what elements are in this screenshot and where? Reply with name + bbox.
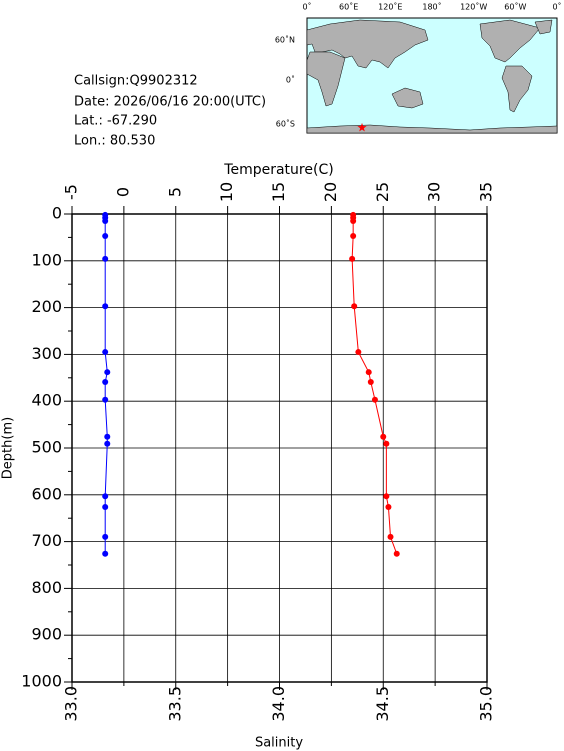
y-tick-label: 400: [31, 391, 62, 410]
y-tick-label: 0: [52, 204, 62, 223]
profile-point: [102, 533, 109, 540]
profile-point: [367, 379, 374, 386]
info-block: Callsign:Q9902312 Date: 2026/06/16 20:00…: [74, 74, 266, 149]
y-tick-label: 500: [31, 438, 62, 457]
y-tick-label: 1000: [21, 672, 62, 691]
map-lon-label: 180˚: [422, 2, 441, 12]
profile-point: [104, 369, 111, 376]
info-line: Lon.: 80.530: [74, 134, 155, 149]
map-lat-label: 60˚S: [276, 119, 295, 129]
x2-tick-label: 15: [269, 182, 288, 202]
profile-point: [102, 503, 109, 510]
profile-line: [351, 214, 398, 554]
profile-point: [102, 255, 109, 262]
map-lon-label: 60˚E: [339, 2, 358, 12]
profile-point: [383, 493, 390, 500]
profile-point: [393, 550, 400, 557]
profile-point: [387, 533, 394, 540]
map-lon-label: 0˚: [302, 2, 311, 12]
x2-tick-label: 30: [425, 182, 444, 202]
profile-point: [385, 503, 392, 510]
profile-point: [104, 440, 111, 447]
info-line: Callsign:Q9902312: [74, 74, 198, 89]
x2-tick-label: -5: [62, 184, 81, 200]
profile-point: [355, 349, 362, 356]
y-tick-label: 100: [31, 250, 62, 269]
map-lon-label: 120˚W: [460, 2, 487, 12]
profile-point: [383, 440, 390, 447]
x-axis-label: Salinity: [255, 736, 303, 751]
profile-point: [349, 255, 356, 262]
y-axis-label: Depth(m): [1, 417, 16, 479]
profile-point: [102, 379, 109, 386]
y-tick-label: 900: [31, 625, 62, 644]
profile-point: [350, 218, 357, 225]
x2-tick-label: 20: [321, 182, 340, 202]
map-lat-label: 60˚N: [275, 35, 295, 45]
map-lon-label: 120˚E: [378, 2, 402, 12]
x-tick-label: 33.0: [62, 686, 81, 722]
y-tick-label: 800: [31, 578, 62, 597]
profile-point: [351, 303, 358, 310]
info-line: Date: 2026/06/16 20:00(UTC): [74, 95, 266, 110]
x2-tick-label: 25: [373, 182, 392, 202]
map-labels: 0˚ 60˚E 120˚E 180˚ 120˚W 60˚W 0˚ 60˚N 0˚ 60˚S: [275, 2, 562, 129]
map-land: [306, 19, 558, 134]
profile-point: [102, 232, 109, 239]
x2-tick-label: 5: [165, 187, 184, 197]
y-tick-label: 700: [31, 531, 62, 550]
profile-point: [380, 433, 387, 440]
map-lon-label: 0˚: [552, 2, 561, 12]
x2-tick-label: 10: [217, 182, 236, 202]
profile-point: [365, 369, 372, 376]
x-tick-label: 34.5: [373, 686, 392, 722]
profile-point: [102, 550, 109, 557]
profile-point: [104, 433, 111, 440]
map-lon-label: 60˚W: [504, 2, 526, 12]
x2-axis-label: Temperature(C): [223, 162, 333, 178]
map: ★ 0˚ 60˚E 120˚E 180˚ 120˚W 60˚W 0˚ 60˚N 0˚ 60˚S: [275, 2, 562, 135]
profile-point: [371, 396, 378, 403]
y-tick-label: 300: [31, 344, 62, 363]
x2-tick-label: 0: [113, 187, 132, 197]
profile-point: [350, 232, 357, 239]
profile-point: [102, 396, 109, 403]
profile-point: [102, 218, 109, 225]
profile-point: [102, 493, 109, 500]
x-tick-label: 35.0: [477, 686, 496, 722]
x-tick-label: 34.0: [269, 686, 288, 722]
location-star: ★: [357, 121, 368, 135]
y-tick-label: 600: [31, 484, 62, 503]
profile-point: [102, 303, 109, 310]
info-line: Lat.: -67.290: [74, 114, 157, 129]
x-tick-label: 33.5: [165, 686, 184, 722]
x2-tick-label: 35: [477, 182, 496, 202]
profile-line: [104, 214, 108, 554]
y-tick-label: 200: [31, 297, 62, 316]
map-lat-label: 0˚: [286, 75, 295, 85]
profile-point: [102, 349, 109, 356]
